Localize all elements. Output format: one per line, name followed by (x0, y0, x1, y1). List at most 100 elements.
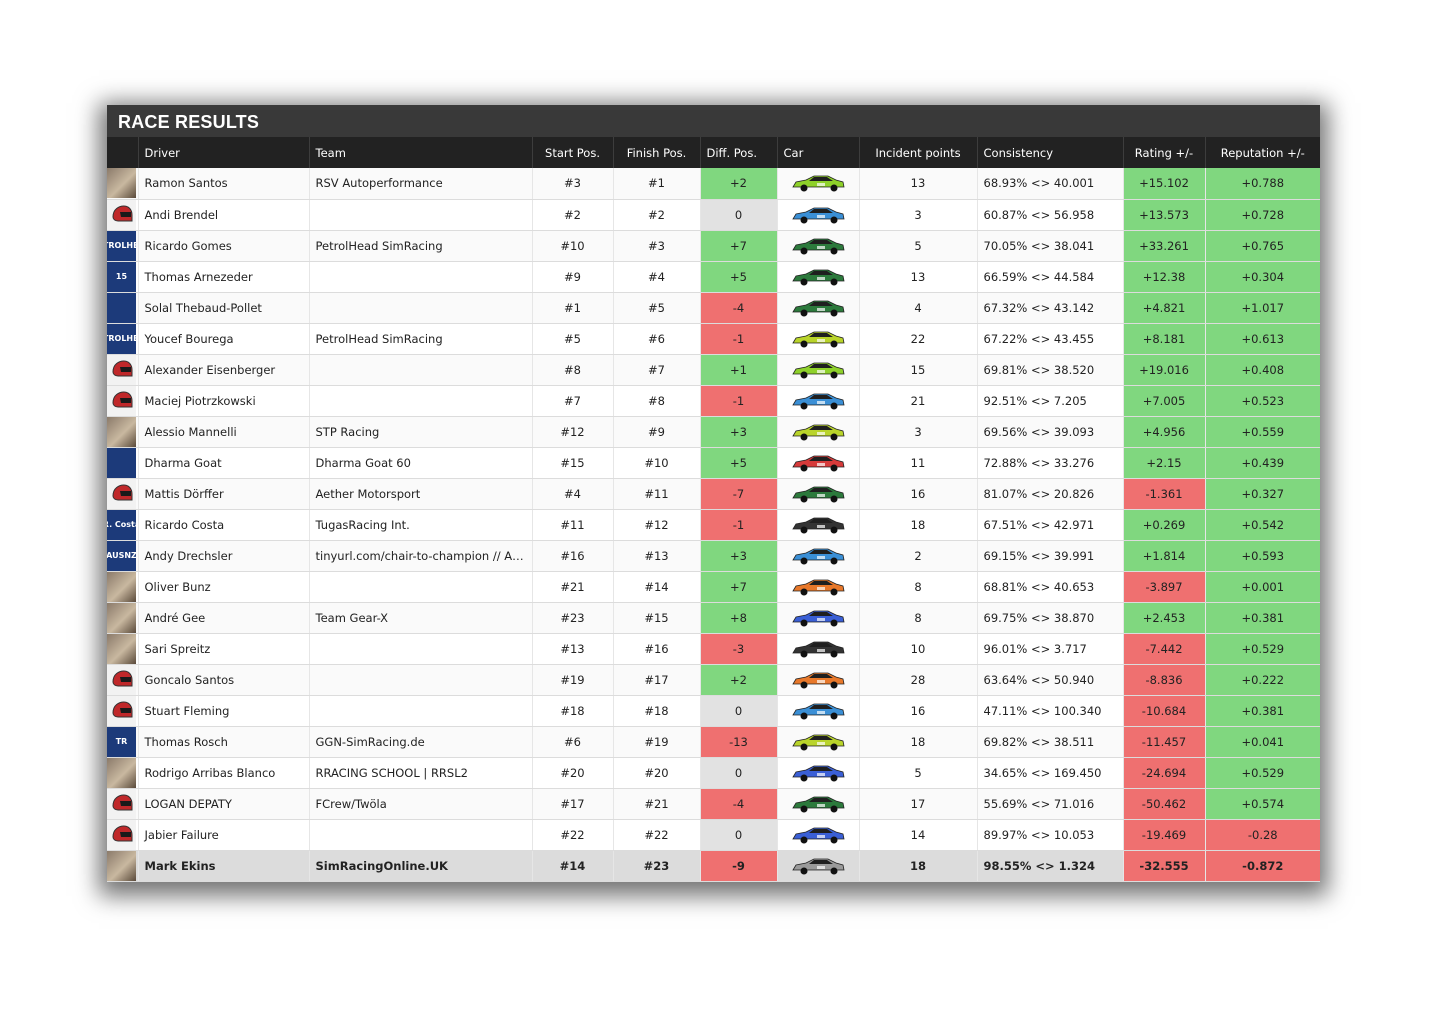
driver-name[interactable]: Sari Spreitz (137, 633, 309, 665)
team-name[interactable] (308, 695, 532, 727)
incident-points: 8 (858, 571, 977, 603)
reputation-change: +0.765 (1204, 230, 1320, 262)
table-row[interactable]: Alessio Mannelli STP Racing #12 #9 +3 3 69.56%… (107, 416, 1320, 448)
driver-name[interactable]: Mark Ekins (137, 850, 309, 882)
finish-pos: #20 (612, 757, 700, 789)
team-name[interactable] (308, 571, 532, 603)
driver-name[interactable]: Thomas Rosch (137, 726, 309, 758)
team-name[interactable]: Aether Motorsport (308, 478, 532, 510)
incident-points: 17 (858, 788, 977, 820)
driver-avatar-cell (107, 168, 138, 200)
table-row[interactable]: Andi Brendel #2 #2 0 3 60.87% <> 56.958 +13.57… (107, 199, 1320, 231)
driver-name[interactable]: Thomas Arnezeder (137, 261, 309, 293)
col-incident-points[interactable]: Incident points (858, 137, 977, 168)
driver-name[interactable]: Alessio Mannelli (137, 416, 309, 448)
col-diff-pos[interactable]: Diff. Pos. (699, 137, 777, 168)
table-row[interactable]: Sari Spreitz #13 #16 -3 10 96.01% <> 3.717 -7.… (107, 633, 1320, 665)
team-name[interactable]: Team Gear-X (308, 602, 532, 634)
team-name[interactable]: FCrew/Twöla (308, 788, 532, 820)
driver-name[interactable]: Ricardo Costa (137, 509, 309, 541)
driver-name[interactable]: Mattis Dörffer (137, 478, 309, 510)
driver-name[interactable]: Jabier Failure (137, 819, 309, 851)
table-row[interactable]: Dharma Goat Dharma Goat 60 #15 #10 +5 11 72.88… (107, 447, 1320, 479)
driver-name[interactable]: Rodrigo Arribas Blanco (137, 757, 309, 789)
driver-photo (107, 571, 136, 601)
table-row[interactable]: TR Thomas Rosch GGN-SimRacing.de #6 #19 -13 18… (107, 726, 1320, 758)
driver-name[interactable]: Andi Brendel (137, 199, 309, 231)
team-name[interactable]: RSV Autoperformance (308, 168, 532, 200)
incident-points: 14 (858, 819, 977, 851)
team-name[interactable]: TugasRacing Int. (308, 509, 532, 541)
table-row[interactable]: Mark Ekins SimRacingOnline.UK #14 #23 -9 18 98… (107, 850, 1320, 882)
col-finish-pos[interactable]: Finish Pos. (612, 137, 700, 168)
table-row[interactable]: Jabier Failure #22 #22 0 14 89.97% <> 10.053-… (107, 819, 1320, 851)
diff-pos: -1 (699, 509, 777, 541)
start-pos: #11 (531, 509, 613, 541)
team-name[interactable] (308, 292, 532, 324)
table-row[interactable]: André Gee Team Gear-X #23 #15 +8 8 69.75% <> 3… (107, 602, 1320, 634)
team-name[interactable] (308, 199, 532, 231)
team-name[interactable]: GGN-SimRacing.de (308, 726, 532, 758)
team-name[interactable]: tinyurl.com/chair-to-champion // AUSNZ .… (308, 540, 532, 572)
table-row[interactable]: AUSNZ Andy Drechsler tinyurl.com/chair-to-… (107, 540, 1320, 572)
driver-photo (107, 602, 136, 632)
col-driver[interactable]: Driver (137, 137, 309, 168)
col-reputation[interactable]: Reputation +/- (1204, 137, 1320, 168)
reputation-change: +0.593 (1204, 540, 1320, 572)
start-pos: #22 (531, 819, 613, 851)
table-row[interactable]: 15 Thomas Arnezeder #9 #4 +5 13 66.59% <> 44.5… (107, 261, 1320, 293)
finish-pos: #22 (612, 819, 700, 851)
table-row[interactable]: Mattis Dörffer Aether Motorsport #4 #11 -7 16… (107, 478, 1320, 510)
table-row[interactable]: Goncalo Santos #19 #17 +2 28 63.64% <> 50.940… (107, 664, 1320, 696)
team-name[interactable] (308, 633, 532, 665)
driver-name[interactable]: Goncalo Santos (137, 664, 309, 696)
col-car[interactable]: Car (776, 137, 859, 168)
team-name[interactable]: SimRacingOnline.UK (308, 850, 532, 882)
table-row[interactable]: LOGAN DEPATY FCrew/Twöla #17 #21 -4 17 55.69% … (107, 788, 1320, 820)
driver-name[interactable]: Youcef Bourega (137, 323, 309, 355)
team-name[interactable]: STP Racing (308, 416, 532, 448)
diff-pos: +2 (699, 168, 777, 200)
driver-name[interactable]: Stuart Fleming (137, 695, 309, 727)
col-start-pos[interactable]: Start Pos. (531, 137, 613, 168)
driver-name[interactable]: Oliver Bunz (137, 571, 309, 603)
driver-name[interactable]: Alexander Eisenberger (137, 354, 309, 386)
col-rating[interactable]: Rating +/- (1122, 137, 1205, 168)
table-row[interactable]: Ramon Santos RSV Autoperformance #3 #1 +2 13 6… (107, 168, 1320, 200)
team-name[interactable]: PetrolHead SimRacing (308, 323, 532, 355)
team-name[interactable] (308, 819, 532, 851)
team-name[interactable] (308, 261, 532, 293)
team-name[interactable] (308, 664, 532, 696)
driver-name[interactable]: Ramon Santos (137, 168, 309, 200)
reputation-change: +0.728 (1204, 199, 1320, 231)
driver-name[interactable]: LOGAN DEPATY (137, 788, 309, 820)
driver-name[interactable]: Dharma Goat (137, 447, 309, 479)
table-row[interactable]: Maciej Piotrzkowski #7 #8 -1 21 92.51% <> 7.2… (107, 385, 1320, 417)
team-name[interactable] (308, 354, 532, 386)
table-row[interactable]: Stuart Fleming #18 #18 0 16 47.11% <> 100.340… (107, 695, 1320, 727)
driver-name[interactable]: Maciej Piotrzkowski (137, 385, 309, 417)
table-row[interactable]: Alexander Eisenberger #8 #7 +1 15 69.81% <> 3… (107, 354, 1320, 386)
driver-name[interactable]: Andy Drechsler (137, 540, 309, 572)
finish-pos: #14 (612, 571, 700, 603)
table-row[interactable]: Oliver Bunz #21 #14 +7 8 68.81% <> 40.653 -3.8… (107, 571, 1320, 603)
rating-change: -50.462 (1122, 788, 1205, 820)
col-consistency[interactable]: Consistency (976, 137, 1123, 168)
team-name[interactable]: PetrolHead SimRacing (308, 230, 532, 262)
table-row[interactable]: Rodrigo Arribas Blanco RRACING SCHOOL | R… (107, 757, 1320, 789)
consistency-value: 92.51% <> 7.205 (976, 385, 1123, 417)
team-name[interactable] (308, 385, 532, 417)
team-name[interactable]: RRACING SCHOOL | RRSL2 (308, 757, 532, 789)
table-row[interactable]: Solal Thebaud-Pollet #1 #5 -4 4 67.32% <> 43.… (107, 292, 1320, 324)
driver-name[interactable]: Ricardo Gomes (137, 230, 309, 262)
driver-avatar-cell (107, 292, 138, 324)
col-team[interactable]: Team (308, 137, 532, 168)
team-name[interactable]: Dharma Goat 60 (308, 447, 532, 479)
car-icon (776, 292, 859, 324)
driver-name[interactable]: Solal Thebaud-Pollet (137, 292, 309, 324)
driver-name[interactable]: André Gee (137, 602, 309, 634)
rating-change: -8.836 (1122, 664, 1205, 696)
